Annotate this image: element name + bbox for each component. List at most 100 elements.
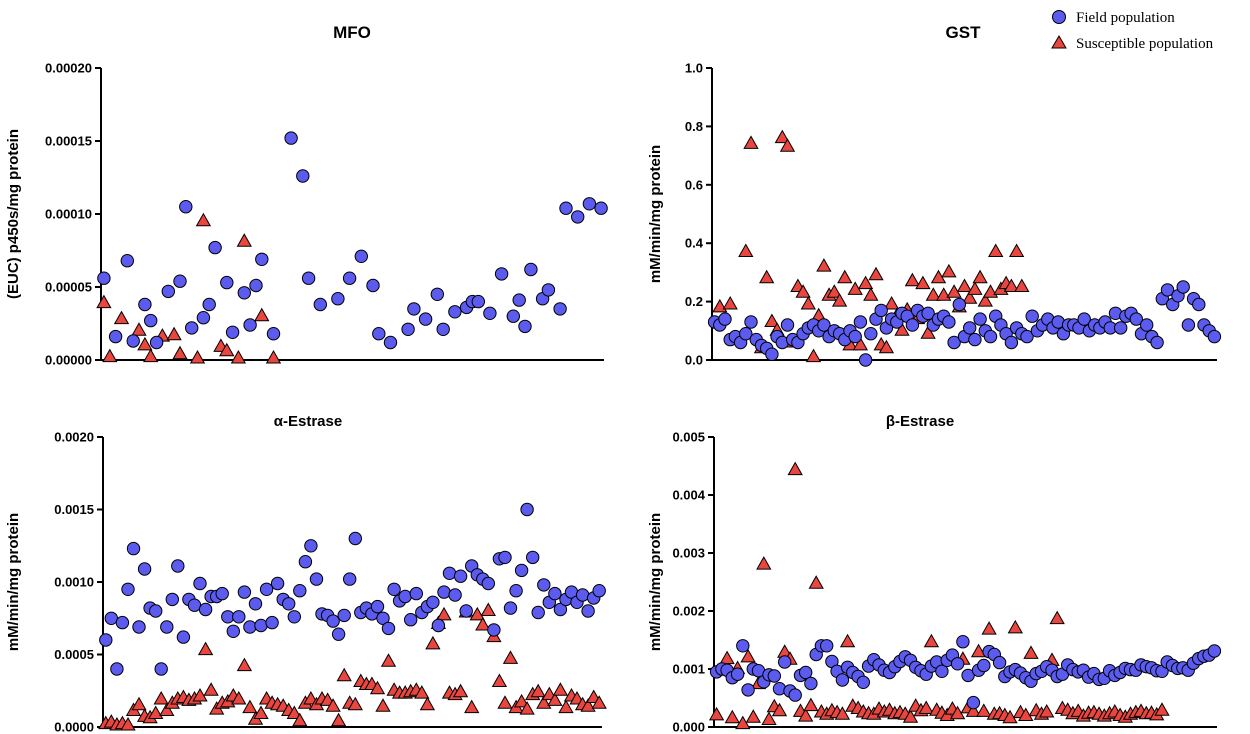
field-point xyxy=(1208,330,1220,342)
field-point xyxy=(554,303,566,315)
field-point xyxy=(1005,336,1017,348)
field-point xyxy=(859,354,871,366)
field-point xyxy=(305,540,317,552)
field-point xyxy=(238,287,250,299)
field-point xyxy=(593,585,605,597)
field-point xyxy=(951,658,963,670)
susceptible-point xyxy=(191,351,205,363)
susceptible-point xyxy=(1009,621,1023,633)
y-tick-label: 0.00020 xyxy=(45,61,92,76)
field-point xyxy=(495,268,507,280)
y-tick-label: 0.2 xyxy=(685,294,703,309)
susceptible-point xyxy=(173,347,187,359)
field-point xyxy=(162,285,174,297)
susceptible-point xyxy=(426,637,440,649)
susceptible-point xyxy=(504,651,518,663)
field-point xyxy=(382,622,394,634)
field-point xyxy=(127,542,139,554)
chart-title: α-Estrase xyxy=(274,413,342,430)
field-point xyxy=(969,333,981,345)
field-point xyxy=(410,587,422,599)
field-point xyxy=(177,631,189,643)
field-point xyxy=(260,583,272,595)
field-point xyxy=(978,659,990,671)
susceptible-point xyxy=(1015,280,1029,292)
y-tick-label: 1.0 xyxy=(685,61,703,76)
field-point xyxy=(499,551,511,563)
susceptible-point xyxy=(144,350,158,362)
susceptible-point xyxy=(97,296,111,308)
y-tick-label: 0.0000 xyxy=(54,720,94,734)
susceptible-point xyxy=(204,683,218,695)
y-axis-label: (EUC) p450s/mg protein xyxy=(5,129,22,299)
field-point xyxy=(510,585,522,597)
field-point xyxy=(800,666,812,678)
susceptible-point xyxy=(841,635,855,647)
field-point xyxy=(984,330,996,342)
field-point xyxy=(105,612,117,624)
field-point xyxy=(384,336,396,348)
susceptible-point xyxy=(838,271,852,283)
legend-field-label: Field population xyxy=(1076,10,1175,26)
field-point xyxy=(244,319,256,331)
field-point xyxy=(974,313,986,325)
field-point xyxy=(194,577,206,589)
field-point xyxy=(742,684,754,696)
y-tick-label: 0.0020 xyxy=(54,430,94,445)
field-point xyxy=(460,605,472,617)
field-point xyxy=(109,330,121,342)
susceptible-point xyxy=(925,635,939,647)
field-point xyxy=(371,600,383,612)
field-point xyxy=(419,313,431,325)
field-point xyxy=(865,328,877,340)
susceptible-point xyxy=(864,288,878,300)
field-point xyxy=(238,586,250,598)
field-point xyxy=(138,563,150,575)
susceptible-point xyxy=(493,675,507,687)
field-point xyxy=(1208,645,1220,657)
field-point xyxy=(100,634,112,646)
field-point xyxy=(310,573,322,585)
susceptible-point xyxy=(382,654,396,666)
susceptible-point xyxy=(337,669,351,681)
susceptible-point xyxy=(916,277,930,289)
field-point xyxy=(266,616,278,628)
field-point xyxy=(155,663,167,675)
field-point xyxy=(216,587,228,599)
susceptible-point xyxy=(747,710,761,722)
field-point xyxy=(766,348,778,360)
susceptible-point xyxy=(138,338,152,350)
field-point xyxy=(314,298,326,310)
field-point xyxy=(408,303,420,315)
susceptible-point xyxy=(989,245,1003,257)
field-point xyxy=(936,665,948,677)
field-point xyxy=(302,272,314,284)
field-point xyxy=(538,579,550,591)
field-point xyxy=(172,560,184,572)
y-tick-label: 0.004 xyxy=(672,488,705,503)
field-point xyxy=(332,293,344,305)
field-point xyxy=(244,621,256,633)
susceptible-point xyxy=(1010,245,1024,257)
susceptible-point xyxy=(788,463,802,475)
field-point xyxy=(122,583,134,595)
susceptible-point xyxy=(942,265,956,277)
susceptible-point xyxy=(982,622,996,634)
field-point xyxy=(964,322,976,334)
field-point xyxy=(388,583,400,595)
susceptible-point xyxy=(809,576,823,588)
field-point xyxy=(595,202,607,214)
field-point xyxy=(166,593,178,605)
field-point xyxy=(432,619,444,631)
field-point xyxy=(256,253,268,265)
susceptible-point xyxy=(817,259,831,271)
field-point xyxy=(993,656,1005,668)
susceptible-point xyxy=(869,268,883,280)
field-point xyxy=(805,677,817,689)
field-point xyxy=(484,307,496,319)
susceptible-point xyxy=(744,136,758,148)
field-point xyxy=(875,304,887,316)
y-tick-label: 0.0015 xyxy=(54,502,94,517)
field-point xyxy=(1115,322,1127,334)
